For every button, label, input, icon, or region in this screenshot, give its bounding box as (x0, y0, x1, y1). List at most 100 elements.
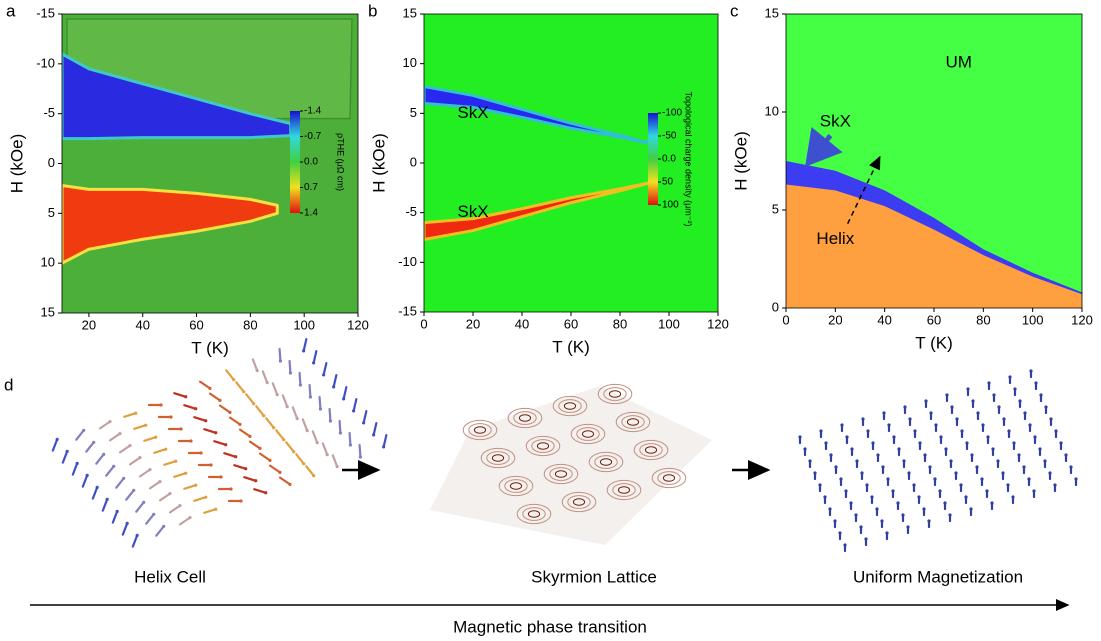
skyrmion (518, 414, 532, 422)
skyrmion (617, 486, 631, 494)
x-tick-label: 120 (347, 317, 369, 332)
spin-head (945, 393, 949, 397)
x-tick-label: 40 (877, 312, 891, 327)
skyrmion (527, 510, 541, 518)
spin-head (65, 449, 69, 454)
skyrmion (639, 443, 663, 457)
spin (261, 370, 269, 384)
spin-head (954, 471, 958, 475)
skyrmion (552, 395, 588, 417)
spin-head (312, 361, 316, 365)
spin-head (214, 507, 218, 511)
spin (95, 453, 105, 465)
spin-head (997, 405, 1001, 409)
colorbar-label: Topological charge density (μm⁻²) (684, 92, 694, 227)
spin-head (950, 405, 954, 409)
spin-head (154, 435, 158, 439)
spin (213, 440, 227, 446)
spin-head (342, 397, 346, 401)
spin-head (1032, 489, 1036, 493)
spin (173, 472, 187, 478)
spin-head (224, 443, 228, 447)
spin-head (903, 405, 907, 409)
skyrmion (563, 402, 577, 410)
spin-head (959, 483, 963, 487)
spin-head (278, 359, 283, 363)
plot-background (424, 14, 718, 312)
x-axis-label: T (K) (915, 333, 952, 352)
spin (228, 416, 242, 426)
spin-head (315, 440, 319, 445)
spin-head (981, 423, 985, 427)
spin-head (214, 431, 218, 435)
spin (295, 453, 305, 465)
spin (275, 429, 285, 441)
caption: Helix Cell (134, 567, 206, 586)
spin (61, 450, 69, 464)
spin-head (102, 452, 106, 456)
skyrmion (599, 458, 613, 466)
spin-head (1044, 405, 1048, 409)
spin (178, 516, 192, 526)
spin-head (1008, 375, 1012, 379)
y-tick-label: 5 (772, 201, 779, 216)
spin-head (134, 411, 138, 415)
spin-head (199, 451, 203, 455)
spin (308, 383, 312, 399)
spin (135, 501, 145, 513)
spin-head (312, 474, 316, 478)
colorbar-tick-label: -1.4 (304, 106, 322, 117)
spin (268, 464, 282, 474)
spin-head (268, 458, 272, 462)
spin-head (272, 426, 276, 430)
spin (312, 350, 318, 364)
spin-head (1001, 471, 1005, 475)
colorbar-tick-label: -0.7 (304, 131, 322, 142)
y-tick-label: -15 (36, 5, 55, 20)
spin-head (1039, 393, 1043, 397)
skyrmion (561, 491, 597, 513)
spin (311, 430, 319, 444)
spin-head (965, 441, 969, 445)
spin (278, 476, 292, 486)
spin-head (148, 468, 152, 472)
spin (358, 443, 362, 459)
skyrmion (615, 411, 651, 433)
y-tick-label: 0 (772, 299, 779, 314)
spin (278, 347, 282, 363)
spin (328, 407, 332, 423)
spin-head (278, 470, 282, 474)
region-label: SkX (820, 111, 851, 130)
spin (305, 465, 315, 477)
spin-head (990, 501, 994, 505)
spin-head (209, 463, 213, 467)
spin-head (976, 411, 980, 415)
x-tick-label: 20 (828, 312, 842, 327)
spin-head (292, 450, 296, 454)
spin (291, 406, 299, 420)
spin-head (338, 431, 343, 435)
spin-head (358, 455, 363, 459)
spin (128, 456, 142, 466)
spin-head (1028, 423, 1032, 427)
phase-band (424, 85, 651, 145)
skyrmion (531, 439, 555, 453)
skyrmion (525, 435, 561, 457)
spin-head (859, 525, 863, 529)
spin-head (308, 395, 313, 399)
skyrmion (608, 390, 622, 398)
spin-head (908, 417, 912, 421)
spin-head (352, 409, 356, 413)
skyrmion (588, 451, 624, 473)
spin-head (933, 477, 937, 481)
spin (225, 369, 235, 381)
spin-head (944, 447, 948, 451)
spin-head (838, 531, 842, 535)
y-tick-label: 10 (765, 103, 779, 118)
skyrmion (491, 454, 505, 462)
skyrmion (603, 387, 627, 401)
spin-head (849, 501, 853, 505)
spin (382, 434, 388, 448)
y-tick-label: 15 (765, 5, 779, 20)
colorbar-tick-label: -100 (662, 108, 682, 119)
